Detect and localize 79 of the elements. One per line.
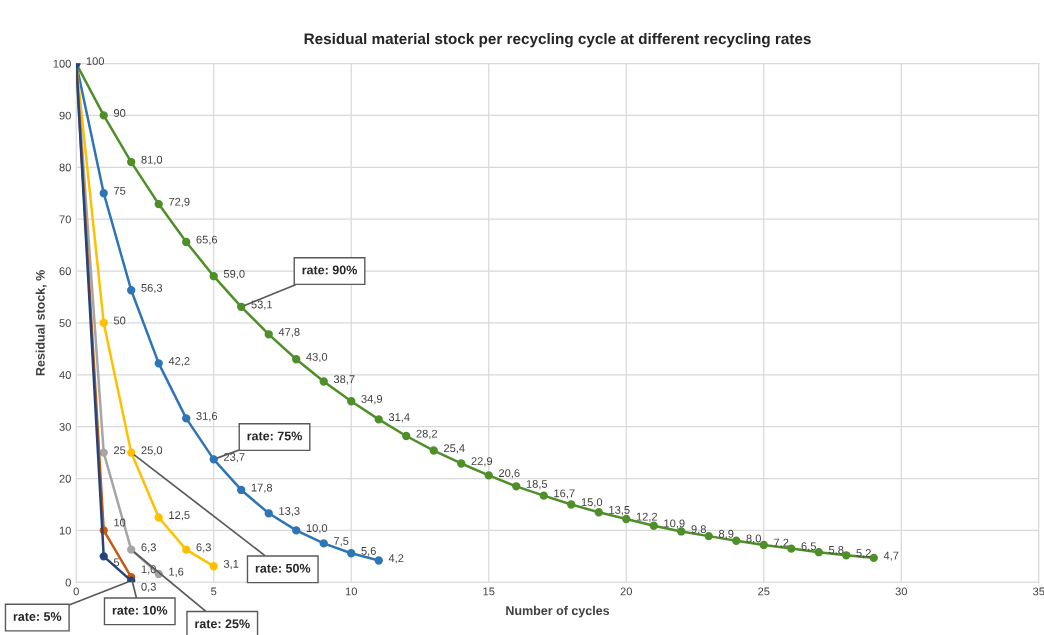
chart-title: Residual material stock per recycling cycle at different recycling rates xyxy=(304,32,811,48)
data-label: 100 xyxy=(86,57,105,66)
y-axis-title: Residual stock, % xyxy=(35,270,47,376)
data-label: 31,4 xyxy=(388,413,410,423)
y-tick-label: 80 xyxy=(59,163,71,172)
y-tick-label: 0 xyxy=(65,578,71,587)
data-label: 10,9 xyxy=(664,519,685,529)
x-tick-label: 20 xyxy=(620,587,632,596)
y-tick-label: 70 xyxy=(59,215,71,224)
x-tick-label: 35 xyxy=(1033,587,1044,596)
data-label: 8,0 xyxy=(746,534,761,544)
text: rate: 50% xyxy=(255,563,311,573)
data-label: 31,6 xyxy=(196,412,218,422)
data-label: 53,1 xyxy=(251,300,273,310)
text: rate: 5% xyxy=(13,612,62,621)
x-tick-label: 10 xyxy=(345,587,357,596)
data-label: 15,0 xyxy=(581,498,603,508)
data-label: 10 xyxy=(114,518,126,527)
data-label: 17,8 xyxy=(251,483,273,493)
data-label: 38,7 xyxy=(333,375,355,385)
x-tick-label: 0 xyxy=(73,587,79,596)
data-label: 72,9 xyxy=(169,197,190,207)
data-label: 22,9 xyxy=(471,457,493,467)
data-label: 1,6 xyxy=(169,567,184,577)
data-label: 75 xyxy=(114,187,126,195)
data-label: 7,5 xyxy=(334,537,349,547)
data-label: 90 xyxy=(113,109,126,117)
data-label: 12,2 xyxy=(636,512,658,522)
data-label: 43,0 xyxy=(306,352,328,363)
x-tick-label: 5 xyxy=(211,587,217,596)
data-label: 42,2 xyxy=(168,357,190,367)
data-label: 0,3 xyxy=(141,582,156,592)
y-tick-label: 100 xyxy=(53,59,71,68)
data-label: 9,8 xyxy=(691,525,706,535)
y-tick-label: 90 xyxy=(59,111,71,120)
data-label: 6,5 xyxy=(801,542,816,552)
data-label: 47,8 xyxy=(278,328,300,338)
y-tick-label: 60 xyxy=(59,267,71,276)
data-label: 25,4 xyxy=(444,444,465,454)
data-label: 3,1 xyxy=(223,559,239,570)
data-label: 50 xyxy=(113,316,126,325)
data-label: 18,5 xyxy=(526,480,548,490)
data-label: 81,0 xyxy=(141,155,163,165)
y-tick-label: 40 xyxy=(59,371,71,379)
data-label: 10,0 xyxy=(306,524,328,534)
text: rate: 90% xyxy=(302,265,357,275)
data-label: 23,7 xyxy=(224,453,245,463)
data-label: 65,6 xyxy=(196,235,218,245)
y-tick-label: 30 xyxy=(59,422,71,431)
data-label: 5,6 xyxy=(361,546,376,557)
data-label: 20,6 xyxy=(499,469,520,479)
x-axis-title: Number of cycles xyxy=(506,605,610,618)
y-tick-label: 20 xyxy=(59,474,71,483)
data-label: 5 xyxy=(113,558,120,567)
data-label: 34,9 xyxy=(361,394,383,405)
data-label: 28,2 xyxy=(416,429,438,439)
y-tick-label: 10 xyxy=(59,526,71,535)
data-label: 6,3 xyxy=(196,543,211,553)
data-label: 4,7 xyxy=(883,551,899,561)
data-label: 13,5 xyxy=(609,505,630,516)
x-tick-label: 15 xyxy=(483,587,495,596)
data-label: 16,7 xyxy=(554,489,575,499)
data-label: 8,9 xyxy=(718,529,734,540)
data-label: 13,3 xyxy=(279,507,300,517)
x-tick-label: 30 xyxy=(895,587,908,596)
data-label: 5,8 xyxy=(828,545,844,556)
x-tick-label: 25 xyxy=(758,587,770,596)
data-label: 6,3 xyxy=(141,543,156,553)
data-label: 12,5 xyxy=(169,511,190,521)
data-label: 59,0 xyxy=(223,269,245,280)
data-label: 25,0 xyxy=(141,446,163,456)
y-tick-label: 50 xyxy=(59,319,71,328)
data-label: 7,2 xyxy=(774,538,789,548)
text: rate: 25% xyxy=(195,619,250,629)
data-label: 4,2 xyxy=(388,554,404,564)
text: rate: 10% xyxy=(112,605,168,615)
data-label: 25 xyxy=(114,446,126,455)
text: rate: 75% xyxy=(247,431,302,441)
data-label: 56,3 xyxy=(141,283,163,294)
